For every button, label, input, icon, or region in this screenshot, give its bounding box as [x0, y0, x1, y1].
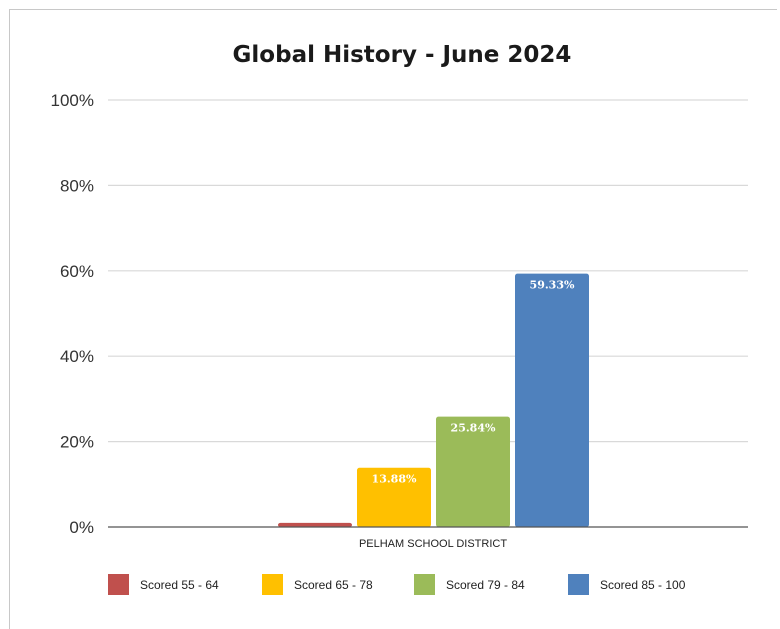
y-tick-label: 20%	[60, 433, 94, 452]
legend-label: Scored 85 - 100	[600, 578, 686, 592]
chart-title: Global History - June 2024	[233, 42, 572, 68]
y-tick-label: 40%	[60, 347, 94, 366]
x-category-label: PELHAM SCHOOL DISTRICT	[359, 538, 507, 550]
data-label: 25.84%	[451, 422, 496, 435]
bar	[436, 416, 510, 527]
legend-swatch	[108, 574, 129, 595]
bars: 13.88% 25.84% 59.33%	[278, 273, 589, 527]
legend-label: Scored 55 - 64	[140, 578, 219, 592]
gridlines	[108, 99, 748, 443]
y-tick-label: 0%	[69, 518, 94, 537]
data-label: 59.33%	[530, 279, 575, 292]
y-axis-tick-labels: 0% 20% 40% 60% 80% 100%	[51, 91, 94, 537]
legend-label: Scored 79 - 84	[446, 578, 525, 592]
bar	[357, 467, 431, 527]
legend-swatch	[568, 574, 589, 595]
legend-label: Scored 65 - 78	[294, 578, 373, 592]
legend-swatch	[262, 574, 283, 595]
data-label: 13.88%	[372, 473, 417, 486]
bar	[515, 273, 589, 527]
bar	[278, 522, 352, 527]
legend: Scored 55 - 64 Scored 65 - 78 Scored 79 - …	[108, 574, 686, 595]
y-tick-label: 100%	[51, 91, 94, 110]
y-tick-label: 60%	[60, 262, 94, 281]
y-tick-label: 80%	[60, 176, 94, 195]
legend-swatch	[414, 574, 435, 595]
